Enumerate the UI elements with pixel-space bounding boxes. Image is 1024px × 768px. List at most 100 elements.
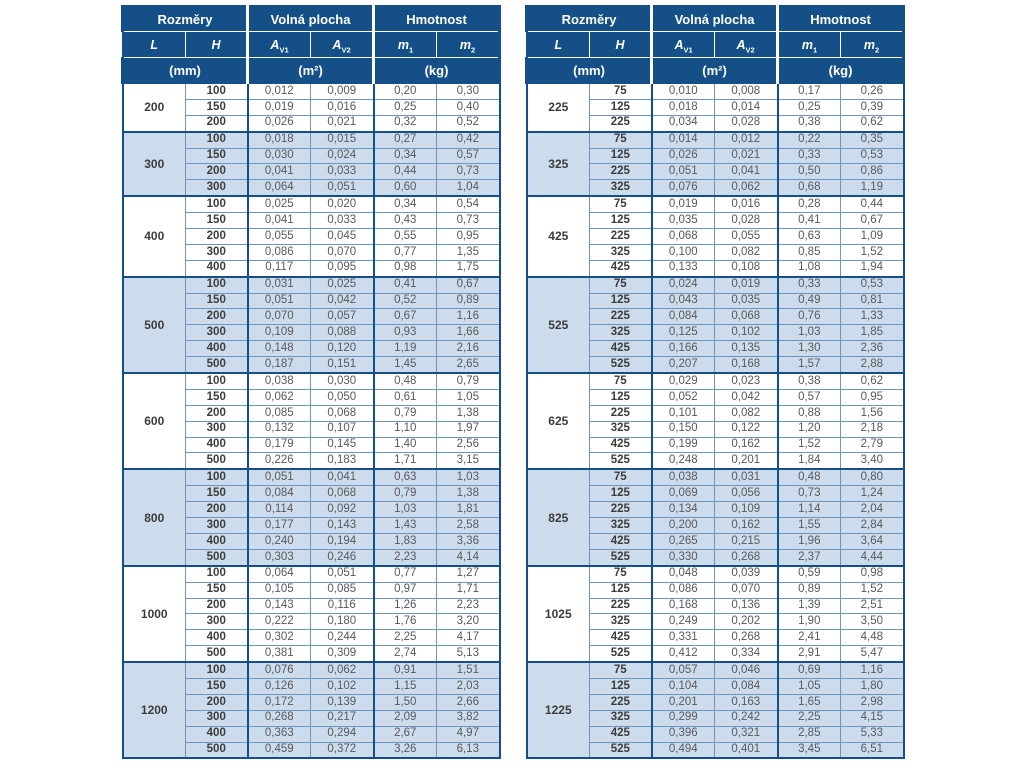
table-row: 300 0,109 0,088 0,93 1,66	[123, 324, 501, 342]
m2-value: 0,53	[840, 275, 905, 294]
col-header-H: H	[589, 31, 654, 58]
av2-value: 0,401	[714, 741, 779, 759]
h-value: 75	[589, 195, 653, 214]
m2-value: 1,38	[436, 404, 501, 422]
m2-value: 2,66	[436, 693, 501, 711]
h-value: 400	[184, 436, 249, 454]
av1-value: 0,019	[650, 195, 716, 214]
m2-value: 6,51	[840, 741, 905, 759]
table-row: 425 0,133 0,108 1,08 1,94	[527, 259, 905, 278]
m2-value: 1,33	[840, 308, 905, 326]
av2-value: 0,068	[310, 404, 375, 422]
av1-value: 0,199	[650, 436, 716, 454]
h-value: 125	[589, 581, 653, 599]
h-value: 200	[184, 228, 249, 245]
table-row: 600 100 0,038 0,030 0,48 0,79	[122, 372, 501, 470]
h-value: 150	[184, 212, 249, 230]
m2-value: 2,56	[436, 436, 501, 454]
table-row: 525 0,330 0,268 2,37 4,44	[527, 548, 905, 567]
m1-value: 0,73	[776, 485, 842, 503]
av2-value: 0,108	[714, 259, 779, 278]
h-value: 300	[184, 613, 249, 631]
av1-value: 0,248	[650, 452, 716, 470]
table-row: 325 0,249 0,202 1,90 3,50	[527, 613, 905, 631]
av1-value: 0,041	[246, 163, 312, 181]
h-value: 225	[589, 693, 653, 711]
h-value: 400	[184, 259, 249, 278]
m1-value: 0,28	[776, 195, 842, 214]
m1-value: 2,67	[372, 725, 438, 743]
m1-value: 0,79	[372, 485, 438, 503]
table-row: 1000 100 0,064 0,051 0,77 1,27	[122, 564, 501, 663]
table-row: 150 0,126 0,102 1,15 2,03	[123, 677, 501, 695]
table-row: 800 100 0,051 0,041 0,63 1,03	[122, 468, 501, 567]
av2-value: 0,139	[310, 693, 375, 711]
m2-value: 2,03	[436, 677, 501, 695]
m2-value: 2,98	[840, 693, 905, 711]
l-value: 225	[526, 82, 591, 133]
symbol-m: m	[397, 37, 409, 52]
table-row: 125 0,052 0,042 0,57 0,95	[527, 388, 905, 406]
av1-value: 0,268	[246, 709, 312, 727]
av1-value: 0,226	[246, 452, 312, 470]
av1-value: 0,109	[246, 324, 312, 342]
m1-value: 0,93	[372, 324, 438, 342]
m2-value: 1,81	[436, 501, 501, 519]
table-body-right: 225 75 0,010 0,008 0,17 0,26 125 0,018 0,014 0,25…	[526, 81, 905, 759]
av1-value: 0,029	[650, 372, 716, 390]
m2-value: 0,67	[840, 212, 905, 230]
m1-value: 1,57	[776, 356, 842, 374]
unit-m2: (m²)	[246, 57, 376, 84]
table-row: 200 0,041 0,033 0,44 0,73	[123, 163, 501, 181]
av2-value: 0,116	[310, 597, 375, 615]
table-row: 300 0,268 0,217 2,09 3,82	[123, 709, 501, 727]
m1-value: 1,52	[776, 436, 842, 454]
m2-value: 1,52	[840, 243, 905, 261]
h-value: 325	[589, 324, 653, 342]
m2-value: 1,19	[840, 179, 905, 197]
table-row: 300 0,132 0,107 1,10 1,97	[123, 420, 501, 438]
m2-value: 2,84	[840, 517, 905, 534]
m1-value: 0,20	[372, 81, 438, 100]
l-value: 1025	[526, 564, 591, 663]
table-row: 500 0,459 0,372 3,26 6,13	[123, 741, 501, 759]
av1-value: 0,187	[246, 356, 312, 374]
m2-value: 5,47	[840, 645, 905, 663]
av1-value: 0,105	[246, 581, 312, 599]
av1-value: 0,055	[246, 228, 312, 245]
av2-value: 0,045	[310, 228, 375, 245]
table-row: 125 0,086 0,070 0,89 1,52	[527, 581, 905, 599]
m1-value: 0,38	[776, 372, 842, 390]
m2-value: 1,16	[436, 308, 501, 326]
av2-value: 0,168	[714, 356, 779, 374]
h-value: 75	[589, 81, 653, 100]
m1-value: 0,52	[372, 292, 438, 310]
table-row: 1025 75 0,048 0,039 0,59 0,98	[526, 564, 905, 663]
symbol-sub-V2: V2	[341, 45, 351, 54]
av2-value: 0,035	[714, 292, 779, 310]
av1-value: 0,303	[246, 548, 312, 567]
m1-value: 0,89	[776, 581, 842, 599]
m2-value: 1,09	[840, 228, 905, 245]
av1-value: 0,168	[650, 597, 716, 615]
header-group-row: Rozměry Volná plocha Hmotnost	[525, 5, 906, 32]
table-row: 300 0,086 0,070 0,77 1,35	[123, 243, 501, 261]
m2-value: 2,65	[436, 356, 501, 374]
h-value: 200	[184, 501, 249, 519]
h-value: 75	[589, 372, 653, 390]
m1-value: 1,03	[776, 324, 842, 342]
m2-value: 1,71	[436, 581, 501, 599]
table-row: 150 0,041 0,033 0,43 0,73	[123, 212, 501, 230]
unit-mm: (mm)	[120, 57, 250, 84]
table-row: 125 0,069 0,056 0,73 1,24	[527, 485, 905, 503]
av1-value: 0,012	[246, 81, 312, 100]
spec-table-left: Rozměry Volná plocha Hmotnost L H AV1 AV…	[120, 5, 502, 760]
m2-value: 0,52	[436, 114, 501, 133]
av1-value: 0,057	[650, 661, 716, 679]
av2-value: 0,107	[310, 420, 375, 438]
av1-value: 0,051	[246, 292, 312, 310]
h-value: 200	[184, 693, 249, 711]
m1-value: 2,85	[776, 725, 842, 743]
m2-value: 3,50	[840, 613, 905, 631]
m1-value: 0,63	[776, 228, 842, 245]
